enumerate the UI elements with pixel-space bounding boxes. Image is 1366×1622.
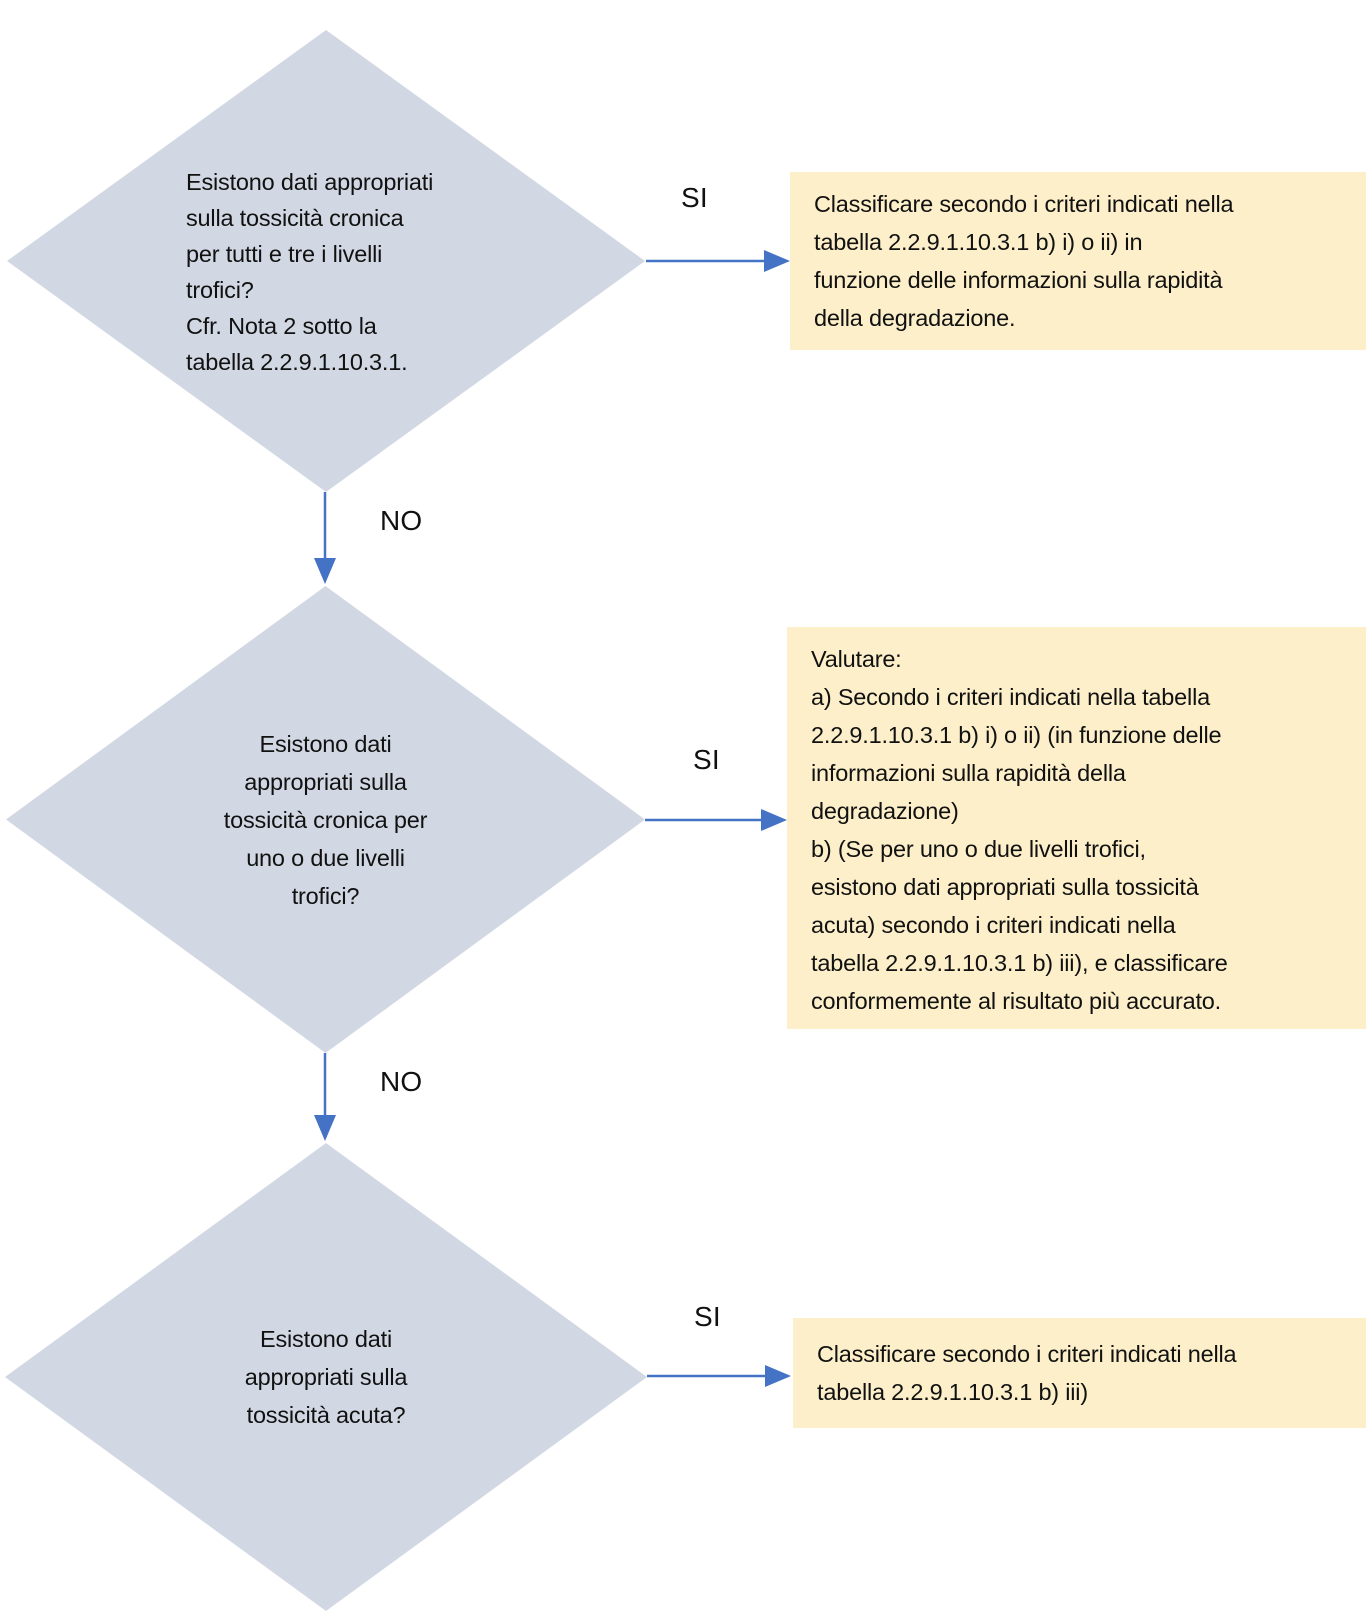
connector-label-si-1: SI <box>681 182 708 213</box>
decision-node-1-text: Esistono dati appropriati sulla tossicit… <box>186 169 434 375</box>
result-box-3-text: Classificare secondo i criteri indicati … <box>817 1341 1237 1405</box>
connector-label-si-2: SI <box>693 744 720 775</box>
arrow-si-2-head-icon <box>761 809 787 831</box>
connector-label-no-1: NO <box>380 505 423 536</box>
arrow-no-1-head-icon <box>314 558 336 584</box>
arrow-si-3-head-icon <box>765 1365 791 1387</box>
result-box-classify-b-i-ii: Classificare secondo i criteri indicati … <box>790 172 1366 350</box>
result-box-2-text: Valutare: a) Secondo i criteri indicati … <box>811 646 1228 1014</box>
arrow-si-1-head-icon <box>764 250 790 272</box>
connector-label-si-3: SI <box>694 1301 721 1332</box>
result-box-classify-b-iii: Classificare secondo i criteri indicati … <box>793 1318 1366 1428</box>
result-box-evaluate-a-b: Valutare: a) Secondo i criteri indicati … <box>787 627 1366 1029</box>
decision-node-3-text: Esistono dati appropriati sulla tossicit… <box>244 1326 408 1428</box>
result-box-1-text: Classificare secondo i criteri indicati … <box>814 191 1234 331</box>
decision-node-2-text: Esistono dati appropriati sulla tossicit… <box>223 730 428 909</box>
connector-label-no-2: NO <box>380 1066 423 1097</box>
arrow-no-2-head-icon <box>314 1115 336 1141</box>
